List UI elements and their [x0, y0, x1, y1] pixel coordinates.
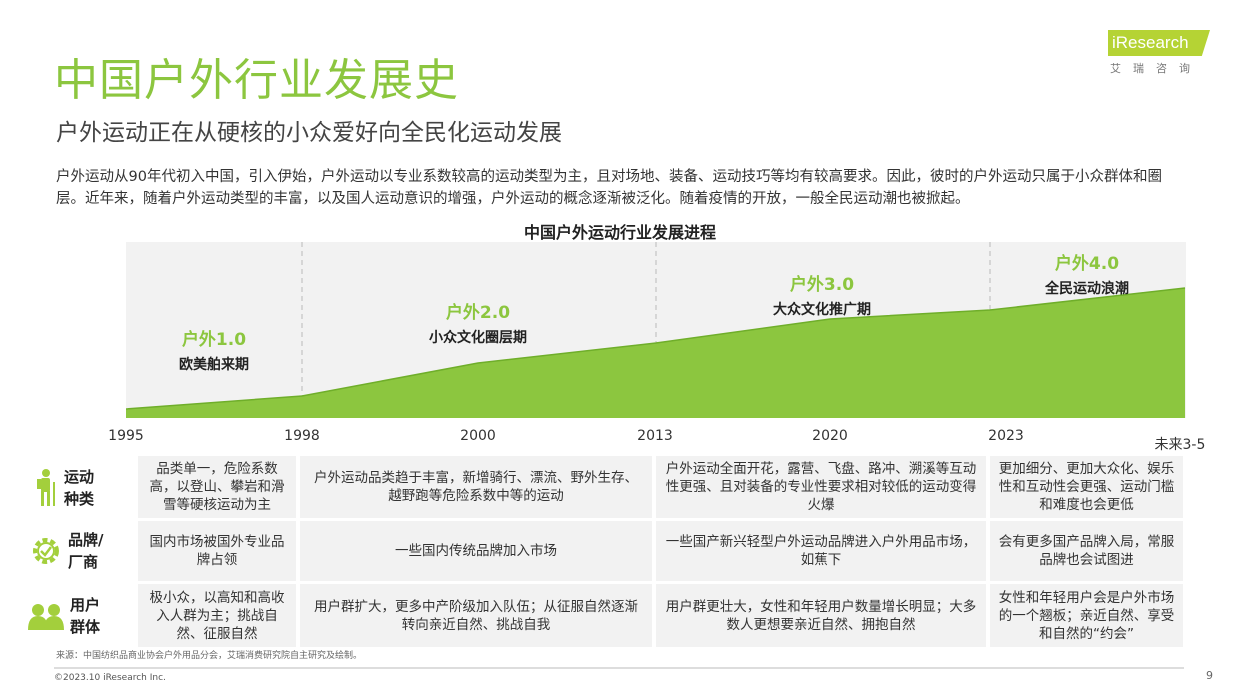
logo-cn: 艾瑞咨询 [1110, 62, 1202, 75]
table-cell: 户外运动品类趋于丰富，新增骑行、漂流、野外生存、越野跑等危险系数中等的运动 [300, 456, 652, 518]
page-title: 中国户外行业发展史 [54, 55, 459, 106]
row-label-line2: 厂商 [68, 553, 99, 571]
row-label-line1: 品牌/ [68, 531, 104, 549]
table-cell: 国内市场被国外专业品牌占领 [138, 521, 296, 581]
stage-2: 户外2.0 小众文化圈层期 [429, 298, 527, 347]
stage-version: 户外2.0 [445, 303, 511, 323]
iresearch-logo: iResearch 艾瑞咨询 [1108, 30, 1210, 76]
year-label: 2000 [460, 428, 496, 444]
table-cell: 用户群更壮大，女性和年轻用户数量增长明显；大多数人更想要亲近自然、拥抱自然 [656, 584, 986, 647]
table-cell: 一些国产新兴轻型户外运动品牌进入户外用品市场，如蕉下 [656, 521, 986, 581]
page-subtitle: 户外运动正在从硬核的小众爱好向全民化运动发展 [56, 120, 562, 146]
table-cell: 一些国内传统品牌加入市场 [300, 521, 652, 581]
logo-brand: iResearch [1108, 30, 1210, 56]
year-label: 2023 [988, 428, 1024, 444]
row-label-users: 用户 群体 [28, 583, 128, 648]
stage-version: 户外1.0 [181, 330, 247, 350]
stage-4: 户外4.0 全民运动浪潮 [1045, 249, 1129, 298]
timeline-area-chart [126, 242, 1186, 418]
page-number: 9 [1206, 669, 1213, 682]
growth-area [126, 288, 1185, 418]
row-label-line1: 用户 [70, 595, 101, 614]
year-label: 1995 [108, 428, 144, 444]
stage-1: 户外1.0 欧美舶来期 [179, 325, 249, 374]
stage-3: 户外3.0 大众文化推广期 [773, 270, 871, 319]
stage-name: 欧美舶来期 [179, 357, 249, 373]
table-cell: 极小众，以高知和高收入人群为主；挑战自然、征服自然 [138, 584, 296, 647]
row-label-line2: 群体 [70, 617, 101, 636]
year-label: 2020 [812, 428, 848, 444]
users-icon [28, 603, 64, 630]
row-label-brand: 品牌/厂商 [30, 521, 130, 581]
row-label-line2: 种类 [64, 490, 95, 508]
table-cell: 会有更多国产品牌入局，常服品牌也会试图进 [990, 521, 1183, 581]
growth-line [126, 287, 1186, 410]
chart-title: 中国户外运动行业发展进程 [523, 223, 716, 242]
intro-paragraph: 户外运动从90年代初入中国，引入伊始，户外运动以专业系数较高的运动类型为主，且对… [56, 169, 1162, 207]
stage-version: 户外3.0 [789, 275, 855, 295]
year-label: 1998 [284, 428, 320, 444]
copyright: ©2023.10 iResearch Inc. [54, 673, 166, 683]
table-cell: 品类单一，危险系数高，以登山、攀岩和滑雪等硬核运动为主 [138, 456, 296, 518]
stage-name: 全民运动浪潮 [1045, 281, 1129, 297]
row-label-sport-type: 运动 种类 [34, 458, 134, 518]
row-label-line1: 运动 [64, 468, 95, 486]
gear-check-icon [33, 538, 59, 564]
table-cell: 更加细分、更加大众化、娱乐性和互动性会更强、运动门槛和难度也会更低 [990, 456, 1183, 518]
stage-version: 户外4.0 [1054, 254, 1120, 274]
source-note: 来源：中国纺织品商业协会户外用品分会，艾瑞消费研究院自主研究及绘制。 [56, 651, 363, 661]
stage-name: 大众文化推广期 [773, 302, 871, 318]
year-label: 2013 [637, 428, 673, 444]
table-cell: 户外运动全面开花，露营、飞盘、路冲、溯溪等互动性更强、且对装备的专业性要求相对较… [656, 456, 986, 518]
table-cell: 女性和年轻用户会是户外市场的一个翘板；亲近自然、享受和自然的“约会” [990, 584, 1183, 647]
hiker-icon [37, 469, 55, 506]
table-cell: 用户群扩大，更多中产阶级加入队伍；从征服自然逐渐转向亲近自然、挑战自我 [300, 584, 652, 647]
stage-name: 小众文化圈层期 [429, 330, 527, 346]
footer-divider [54, 667, 1184, 669]
